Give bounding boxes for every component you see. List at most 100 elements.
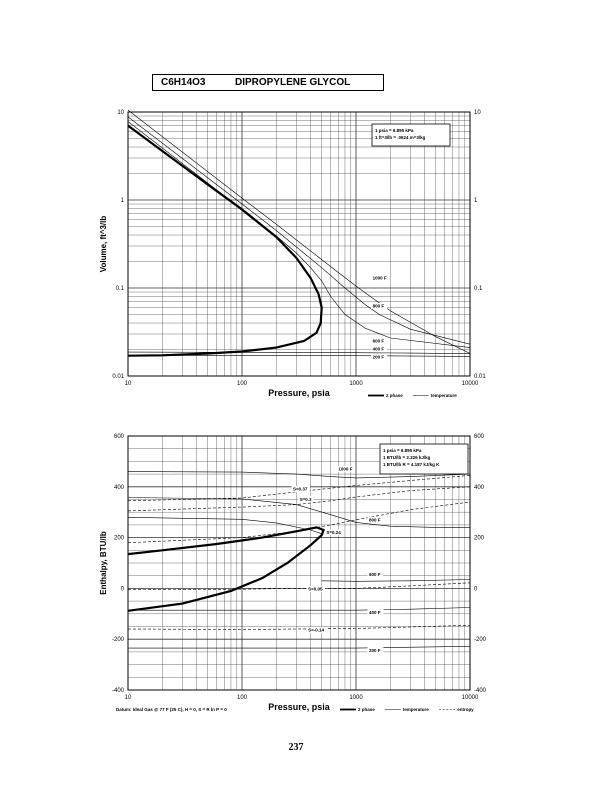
y-axis-label: Enthalpy, BTU/lb <box>99 531 108 595</box>
y-tick-label-right: -400 <box>474 688 487 694</box>
y-tick-label-right: 400 <box>474 485 485 491</box>
curve-label-bg <box>367 647 384 654</box>
y-tick-label-left: 400 <box>114 485 125 491</box>
curve-label-bg <box>371 274 390 281</box>
curve-label: 1000 F <box>338 466 352 471</box>
curve-label: S=0.05 <box>308 586 323 591</box>
compound-name: DIPROPYLENE GLYCOL <box>235 77 351 88</box>
x-tick-label: 10 <box>125 695 132 701</box>
x-tick-label: 10000 <box>462 381 479 387</box>
chemical-formula: C6H14O3 <box>161 77 206 88</box>
curve-label-bg <box>306 585 326 592</box>
legend-label: 2 phase <box>386 393 403 398</box>
two-phase-curve <box>127 124 323 357</box>
temperature-line <box>127 471 471 479</box>
conversion-note-box <box>371 123 451 147</box>
curve-label-bg <box>336 465 356 472</box>
datum-note: Datum: Ideal Gas @ 77 F (25 C), H = 0, S… <box>116 707 227 712</box>
y-tick-label-right: 0.1 <box>474 286 483 292</box>
x-tick-label: 100 <box>237 695 248 701</box>
conversion-note-line: 1 psia = 6.895 kPa <box>375 128 414 133</box>
curve-label: 1000 F <box>373 275 387 280</box>
x-tick-label: 100 <box>237 381 248 387</box>
x-tick-label: 10000 <box>462 695 479 701</box>
x-axis-label: Pressure, psia <box>268 388 331 398</box>
series-group <box>127 471 471 649</box>
x-tick-label: 10 <box>125 381 132 387</box>
series-group <box>127 109 471 357</box>
y-tick-label-left: 1 <box>121 198 125 204</box>
curve-label: 600 F <box>369 572 381 577</box>
temperature-line <box>127 109 471 354</box>
entropy-line <box>127 624 471 630</box>
temperature-line <box>127 121 471 348</box>
y-tick-label-left: 10 <box>117 110 124 116</box>
y-tick-label-right: 10 <box>474 110 481 116</box>
y-tick-label-right: 0 <box>474 586 478 592</box>
curve-label: 200 F <box>369 648 381 653</box>
temperature-line <box>127 355 471 357</box>
chart-title-box: C6H14O3 DIPROPYLENE GLYCOL <box>152 74 384 91</box>
x-tick-label: 1000 <box>349 381 363 387</box>
y-tick-label-right: 200 <box>474 536 485 542</box>
y-tick-label-left: 200 <box>114 536 125 542</box>
curve-label-bg <box>306 627 328 634</box>
curve-label: 800 F <box>369 517 381 522</box>
conversion-note-line: 1 ft^3/lb = .0624 m^3/kg <box>375 135 426 140</box>
curve-label: S=-0.14 <box>308 628 324 633</box>
plot-frame <box>127 111 471 377</box>
y-tick-label-right: 600 <box>474 434 485 440</box>
curve-label: 400 F <box>373 346 385 351</box>
temperature-line <box>127 497 470 528</box>
legend-label: temperature <box>431 393 458 398</box>
curve-label-bg <box>371 354 388 361</box>
curve-label-bg <box>371 338 388 345</box>
y-tick-label-right: 0.01 <box>474 374 486 380</box>
conversion-note-line: 1 psia = 6.895 kPa <box>383 448 422 453</box>
legend-label: temperature <box>403 707 430 712</box>
curve-label: 200 F <box>373 355 385 360</box>
conversion-note-line: 1 BTU/lb R = 4.187 kJ/kg K <box>383 462 440 467</box>
entropy-line <box>127 582 471 590</box>
entropy-line <box>127 501 471 543</box>
y-tick-label-left: 0.01 <box>112 374 124 380</box>
legend-label: 2 phase <box>358 707 375 712</box>
curve-label: S=0.3 <box>300 497 312 502</box>
x-axis-label: Pressure, psia <box>268 702 331 712</box>
curve-label: S=0.24 <box>326 530 341 535</box>
legend-label: entropy <box>457 707 474 712</box>
temperature-line <box>127 517 322 535</box>
curve-label-bg <box>291 486 311 493</box>
curve-label: 800 F <box>373 304 385 309</box>
y-tick-label-left: -400 <box>112 688 125 694</box>
y-tick-label-left: 0.1 <box>116 286 125 292</box>
page-number: 237 <box>288 742 304 753</box>
x-tick-label: 1000 <box>349 695 363 701</box>
curve-label-bg <box>371 303 388 310</box>
curve-label: 600 F <box>373 339 385 344</box>
y-tick-label-left: -200 <box>112 637 125 643</box>
y-tick-label-right: -200 <box>474 637 487 643</box>
curve-label-bg <box>367 609 384 616</box>
entropy-line <box>127 475 471 502</box>
curve-label-bg <box>367 516 384 523</box>
y-tick-label-left: 0 <box>121 586 125 592</box>
temperature-line <box>321 579 471 582</box>
curve-label-bg <box>367 571 384 578</box>
conversion-note-box <box>379 443 469 475</box>
curve-label-bg <box>298 496 315 503</box>
temperature-line <box>127 116 471 345</box>
grid <box>128 112 470 376</box>
curve-label: 400 F <box>369 610 381 615</box>
temperature-line <box>128 646 471 649</box>
curve-label-bg <box>371 345 388 352</box>
conversion-note-line: 1 BTU/lb = 2.326 kJ/kg <box>383 455 431 460</box>
two-phase-curve <box>127 526 326 612</box>
y-axis-label: Volume, ft^3/lb <box>99 216 108 273</box>
y-tick-label-left: 600 <box>114 434 125 440</box>
y-tick-label-right: 1 <box>474 198 478 204</box>
plot-frame <box>127 435 471 691</box>
